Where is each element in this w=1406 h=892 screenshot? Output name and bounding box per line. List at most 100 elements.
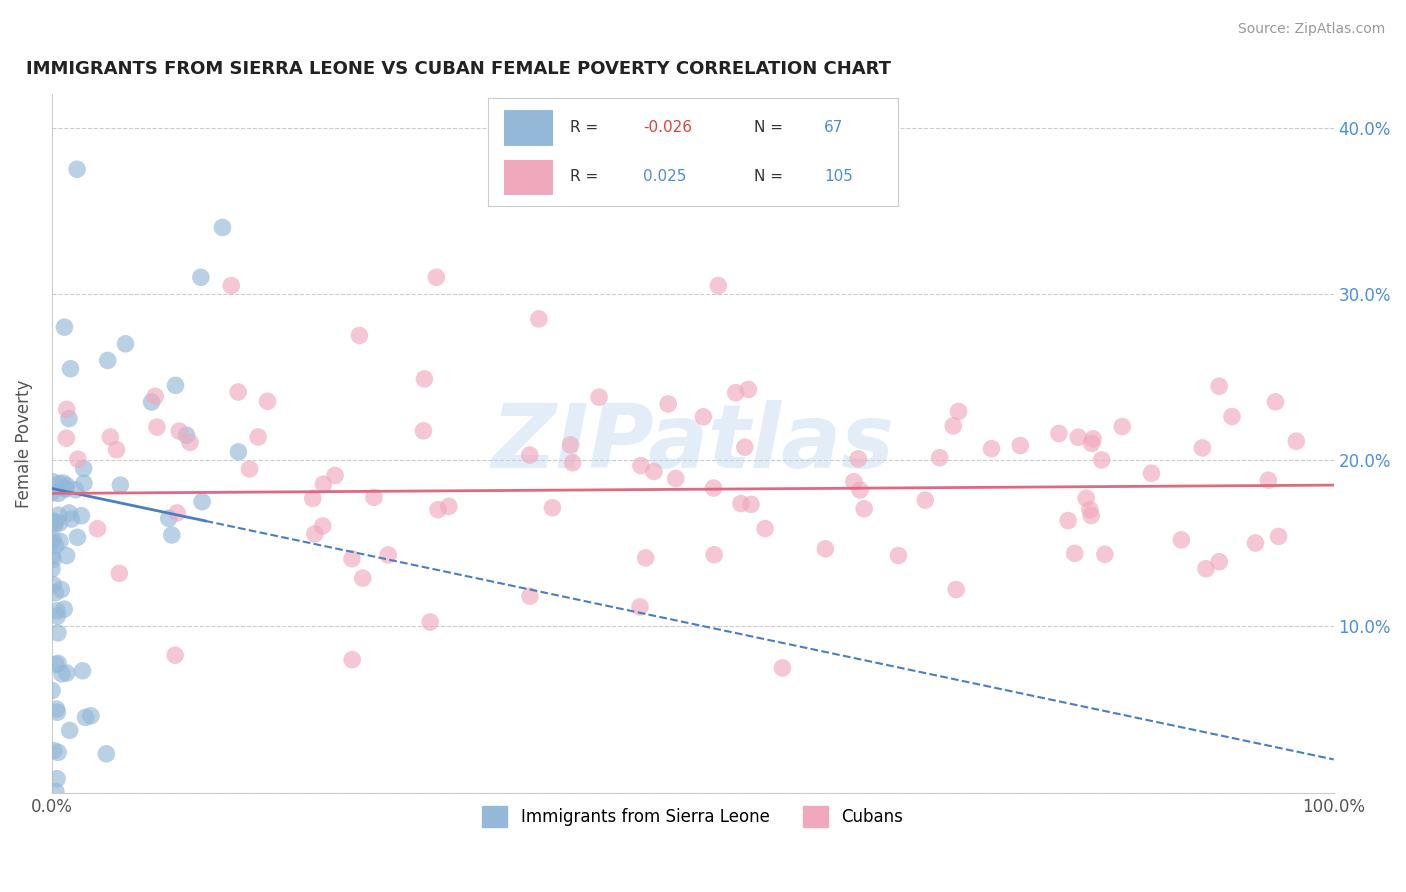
Point — [887, 549, 910, 563]
Point — [42, 514, 65, 528]
Point — [256, 394, 278, 409]
Point — [1267, 529, 1289, 543]
Point — [86, 522, 108, 536]
Point — [141, 395, 163, 409]
Point — [842, 475, 865, 489]
Point — [340, 551, 363, 566]
Point — [1080, 436, 1102, 450]
Point — [45, 539, 67, 553]
Point — [703, 548, 725, 562]
Point — [42, 744, 65, 758]
Point — [419, 615, 441, 629]
Point — [41, 549, 63, 563]
Point — [1078, 502, 1101, 516]
Text: Source: ZipAtlas.com: Source: ZipAtlas.com — [1237, 22, 1385, 37]
Point — [59, 361, 82, 376]
Point — [707, 278, 730, 293]
Point — [65, 483, 87, 497]
Legend: Immigrants from Sierra Leone, Cubans: Immigrants from Sierra Leone, Cubans — [475, 799, 910, 833]
Point — [846, 451, 869, 466]
Point — [55, 478, 77, 492]
Point — [1080, 508, 1102, 523]
Point — [73, 476, 96, 491]
Point — [66, 162, 89, 177]
Point — [643, 465, 665, 479]
Point — [80, 708, 103, 723]
Point — [665, 471, 688, 485]
Point — [312, 519, 335, 533]
Point — [527, 311, 550, 326]
Point — [75, 710, 97, 724]
Point — [42, 552, 65, 566]
Point — [219, 278, 242, 293]
Point — [1208, 379, 1230, 393]
Point — [914, 493, 936, 508]
Point — [48, 476, 70, 491]
Point — [1076, 491, 1098, 506]
Point — [165, 648, 187, 663]
Point — [58, 411, 80, 425]
Point — [46, 604, 69, 618]
Point — [42, 533, 65, 547]
Point — [46, 706, 69, 720]
Point — [51, 582, 73, 597]
Point — [70, 508, 93, 523]
Point — [46, 657, 69, 671]
Point — [238, 462, 260, 476]
Point — [66, 452, 89, 467]
Point — [46, 745, 69, 759]
Point — [1081, 432, 1104, 446]
Point — [98, 430, 121, 444]
Point — [1170, 533, 1192, 547]
Point — [377, 548, 399, 562]
Y-axis label: Female Poverty: Female Poverty — [15, 379, 32, 508]
Point — [46, 772, 69, 786]
Point — [46, 626, 69, 640]
Point — [692, 409, 714, 424]
Point — [323, 468, 346, 483]
Point — [724, 385, 747, 400]
Point — [110, 478, 132, 492]
Point — [97, 353, 120, 368]
Point — [41, 562, 63, 576]
Point — [312, 477, 335, 491]
Point — [734, 440, 756, 454]
Point — [190, 270, 212, 285]
Point — [55, 482, 77, 496]
Point — [427, 502, 450, 516]
Point — [754, 522, 776, 536]
Point — [191, 494, 214, 508]
Point — [1067, 430, 1090, 444]
Point — [160, 528, 183, 542]
Point — [108, 566, 131, 581]
Point — [55, 402, 77, 417]
Text: IMMIGRANTS FROM SIERRA LEONE VS CUBAN FEMALE POVERTY CORRELATION CHART: IMMIGRANTS FROM SIERRA LEONE VS CUBAN FE… — [27, 60, 891, 78]
Point — [630, 458, 652, 473]
Point — [53, 602, 76, 616]
Point — [980, 442, 1002, 456]
Point — [342, 653, 364, 667]
Point — [634, 550, 657, 565]
Point — [48, 508, 70, 523]
Point — [413, 372, 436, 386]
Point — [1047, 426, 1070, 441]
Point — [146, 420, 169, 434]
Point — [41, 683, 63, 698]
Point — [228, 445, 250, 459]
Point — [72, 664, 94, 678]
Point — [945, 582, 967, 597]
Point — [247, 430, 270, 444]
Point — [143, 389, 166, 403]
Point — [1063, 546, 1085, 560]
Point — [167, 424, 190, 438]
Point — [1264, 395, 1286, 409]
Point — [96, 747, 118, 761]
Point — [1285, 434, 1308, 449]
Point — [703, 481, 725, 495]
Point — [770, 661, 793, 675]
Point — [1208, 555, 1230, 569]
Point — [1094, 547, 1116, 561]
Point — [41, 534, 63, 549]
Point — [46, 609, 69, 624]
Point — [948, 404, 970, 418]
